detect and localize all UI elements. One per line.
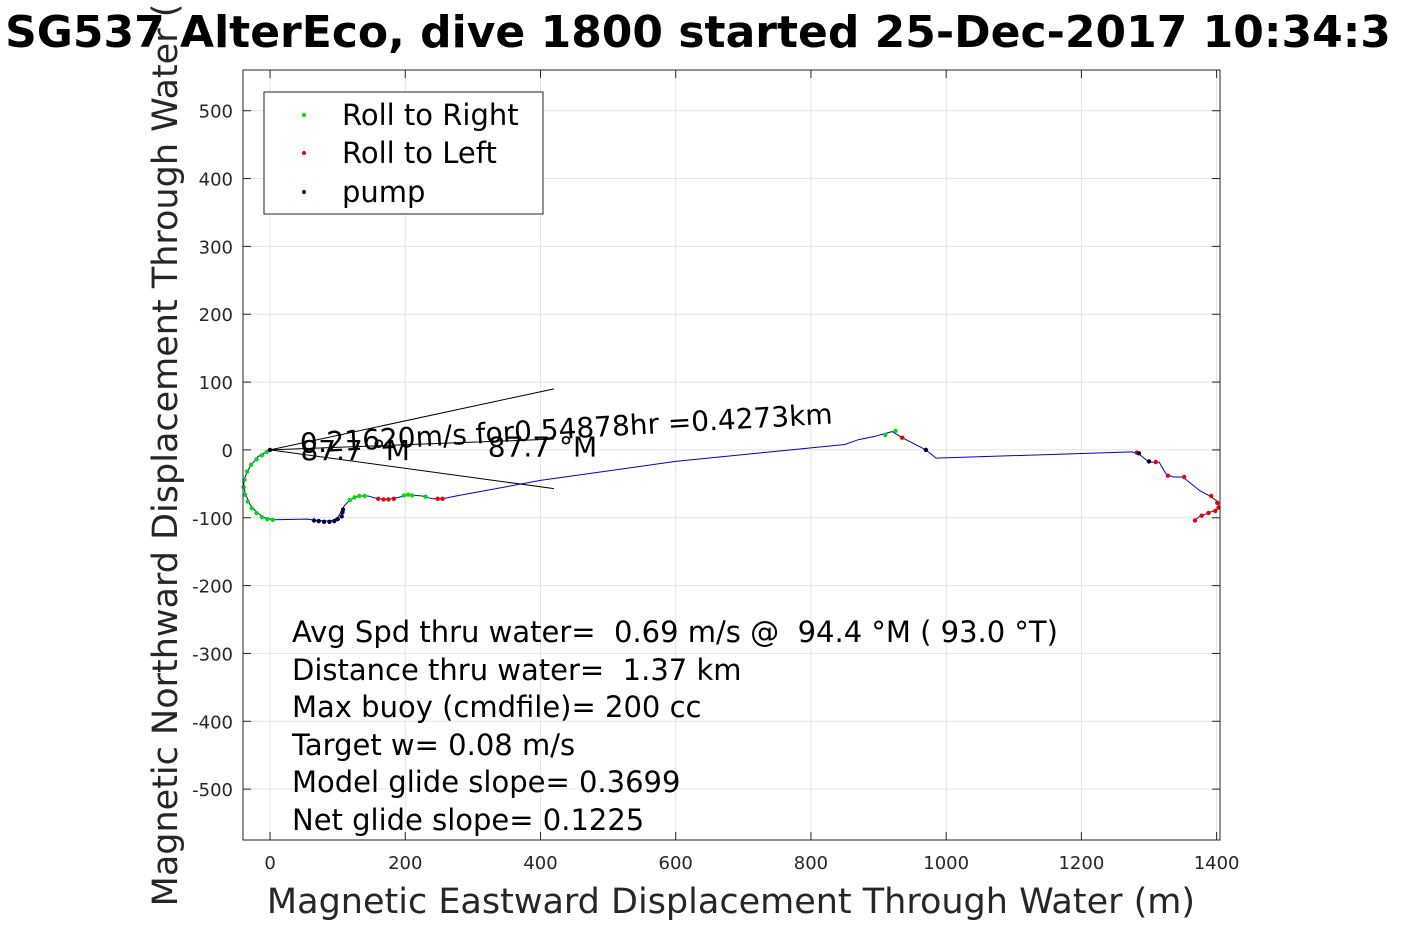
point-roll-to-right bbox=[883, 432, 888, 438]
point-roll-to-right bbox=[249, 506, 254, 511]
data-points bbox=[241, 428, 1221, 524]
point-roll-to-right bbox=[347, 497, 352, 503]
point-roll-to-left bbox=[1209, 493, 1214, 499]
point-roll-to-right bbox=[352, 495, 357, 500]
point-roll-to-left bbox=[386, 497, 391, 502]
legend-label-pump: pump bbox=[342, 175, 425, 209]
legend-marker-pump bbox=[302, 190, 306, 194]
point-roll-to-right bbox=[259, 514, 265, 520]
point-pump bbox=[332, 518, 337, 524]
point-roll-to-right bbox=[242, 492, 248, 497]
stat-avg-speed: Avg Spd thru water= 0.69 m/s @ 94.4 °M (… bbox=[292, 615, 1058, 649]
axis-ticks: 0 200 400 600 800 1000 1200 1400-500-400-300-20… bbox=[192, 70, 1240, 874]
legend: Roll to Right Roll to Left pump bbox=[263, 91, 544, 215]
point-roll-to-right bbox=[241, 485, 246, 490]
point-roll-to-right bbox=[265, 516, 270, 522]
y-tick-label: -300 bbox=[192, 644, 233, 665]
stat-distance: Distance thru water= 1.37 km bbox=[292, 653, 742, 687]
point-pump bbox=[1136, 451, 1142, 456]
point-roll-to-right bbox=[244, 469, 250, 474]
point-roll-to-left bbox=[1192, 518, 1198, 523]
x-tick-label: 1000 bbox=[923, 853, 969, 874]
legend-box bbox=[263, 91, 544, 215]
y-tick-label: 100 bbox=[199, 373, 233, 394]
point-pump bbox=[335, 516, 340, 522]
y-tick-label: -500 bbox=[192, 780, 233, 801]
plot-frame bbox=[242, 69, 1221, 841]
point-pump bbox=[923, 447, 929, 453]
point-roll-to-right bbox=[245, 499, 250, 504]
point-roll-to-right bbox=[254, 457, 259, 462]
x-tick-label: 600 bbox=[659, 853, 693, 874]
stat-target-w: Target w= 0.08 m/s bbox=[291, 728, 575, 762]
y-tick-label: 500 bbox=[199, 102, 233, 123]
point-pump bbox=[339, 514, 344, 519]
point-roll-to-right bbox=[264, 449, 269, 455]
x-axis-label: Magnetic Eastward Displacement Through W… bbox=[267, 882, 1195, 922]
x-tick-label: 800 bbox=[794, 853, 828, 874]
point-roll-to-right bbox=[362, 493, 367, 499]
chart-title: SG537 AlterEco, dive 1800 started 25-Dec… bbox=[5, 7, 1391, 58]
point-roll-to-right bbox=[259, 453, 265, 458]
x-tick-label: 400 bbox=[523, 853, 557, 874]
y-tick-label: -100 bbox=[192, 509, 233, 530]
legend-label-roll-right: Roll to Right bbox=[342, 98, 519, 132]
point-pump bbox=[311, 518, 317, 523]
point-roll-to-right bbox=[357, 493, 362, 499]
point-roll-to-left bbox=[1165, 473, 1171, 478]
heading-arrow-line bbox=[269, 449, 555, 490]
stat-net-glide-slope: Net glide slope= 0.1225 bbox=[292, 803, 644, 837]
x-tick-label: 1400 bbox=[1194, 853, 1240, 874]
y-tick-label: -200 bbox=[192, 577, 233, 598]
heading-arrow-line bbox=[270, 438, 555, 451]
y-tick-label: 400 bbox=[199, 170, 233, 191]
point-roll-to-left bbox=[391, 496, 396, 501]
point-roll-to-left bbox=[376, 496, 381, 501]
point-roll-to-right bbox=[270, 517, 275, 522]
point-roll-to-left bbox=[900, 435, 905, 440]
legend-label-roll-left: Roll to Left bbox=[342, 136, 497, 170]
point-pump bbox=[321, 519, 327, 524]
y-axis-label: Magnetic Northward Displacement Through … bbox=[146, 4, 186, 907]
point-roll-to-left bbox=[440, 496, 445, 501]
x-tick-label: 1200 bbox=[1058, 853, 1104, 874]
point-roll-to-right bbox=[248, 462, 254, 467]
point-roll-to-left bbox=[1215, 500, 1220, 505]
x-tick-label: 0 bbox=[264, 853, 275, 874]
point-pump bbox=[316, 518, 321, 524]
legend-marker-roll-left bbox=[302, 151, 306, 155]
stat-max-buoy: Max buoy (cmdfile)= 200 cc bbox=[292, 690, 701, 724]
point-roll-to-right bbox=[893, 428, 898, 434]
point-roll-to-left bbox=[1153, 459, 1159, 465]
point-roll-to-left bbox=[381, 497, 386, 502]
point-pump bbox=[267, 447, 273, 453]
y-tick-label: 200 bbox=[199, 305, 233, 326]
point-roll-to-right bbox=[401, 493, 407, 498]
legend-marker-roll-right bbox=[302, 113, 306, 117]
point-roll-to-left bbox=[435, 496, 440, 501]
x-tick-label: 200 bbox=[388, 853, 422, 874]
point-roll-to-left bbox=[1213, 508, 1218, 514]
heading-label-right: 87.7 °M bbox=[488, 431, 597, 464]
stats-block: Avg Spd thru water= 0.69 m/s @ 94.4 °M (… bbox=[291, 615, 1058, 837]
heading-label-left: 87.7 °M bbox=[300, 434, 409, 467]
point-pump bbox=[340, 507, 346, 512]
point-roll-to-left bbox=[1199, 513, 1204, 518]
point-roll-to-right bbox=[254, 510, 259, 516]
stat-model-glide-slope: Model glide slope= 0.3699 bbox=[292, 765, 680, 799]
point-roll-to-right bbox=[409, 493, 415, 498]
y-tick-label: 0 bbox=[222, 441, 233, 462]
point-roll-to-left bbox=[1206, 510, 1211, 516]
point-roll-to-left bbox=[1182, 474, 1187, 480]
heading-arrow-line bbox=[269, 388, 555, 451]
point-roll-to-right bbox=[423, 494, 428, 499]
point-pump bbox=[327, 519, 332, 524]
y-tick-label: -400 bbox=[192, 712, 233, 733]
point-roll-to-right bbox=[405, 492, 411, 497]
point-pump bbox=[1146, 459, 1152, 464]
y-tick-label: 300 bbox=[199, 237, 233, 258]
